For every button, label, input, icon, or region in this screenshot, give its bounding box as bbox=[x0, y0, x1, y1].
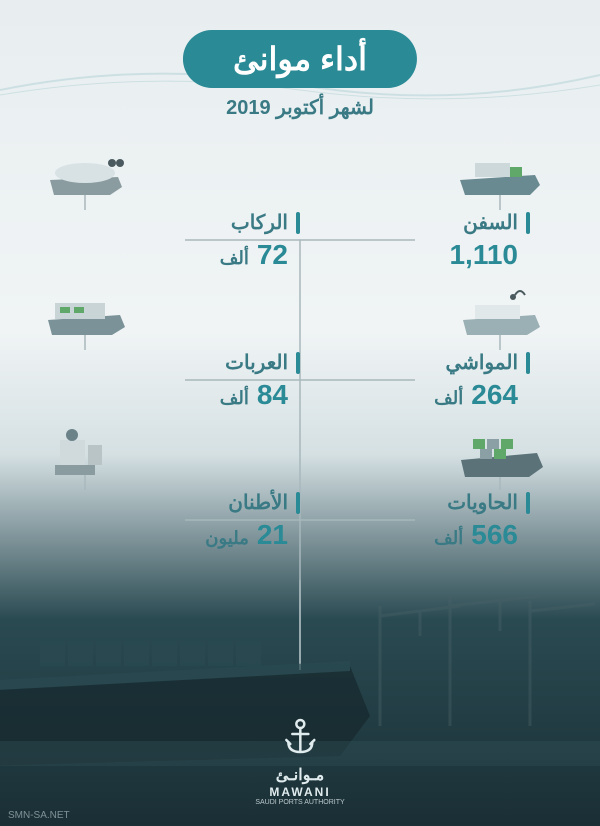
livestock-ship-icon bbox=[455, 285, 545, 340]
ferry-icon bbox=[40, 145, 130, 200]
watermark: SMN-SA.NET bbox=[8, 810, 70, 821]
cargo-ship-icon bbox=[455, 145, 545, 200]
stat-livestock: المواشي 264 ألف bbox=[300, 350, 530, 411]
stat-unit: ألف bbox=[434, 388, 463, 409]
accent-bar bbox=[526, 352, 530, 374]
mawani-logo: مـوانـئ MAWANI SAUDI PORTS AUTHORITY bbox=[255, 716, 344, 806]
stat-label: السفن bbox=[463, 210, 518, 235]
stat-tons: الأطنان 21 مليون bbox=[70, 490, 300, 551]
stat-number: 84 bbox=[257, 379, 288, 411]
page-subtitle: لشهر أكتوبر 2019 bbox=[226, 95, 374, 120]
stat-unit: ألف bbox=[220, 248, 249, 269]
stat-passengers: الركاب 72 ألف bbox=[70, 210, 300, 271]
stat-unit: ألف bbox=[220, 388, 249, 409]
weight-scale-icon bbox=[40, 425, 110, 480]
stat-number: 72 bbox=[257, 239, 288, 271]
stat-vehicles: العربات 84 ألف bbox=[70, 350, 300, 411]
page-title: أداء موانئ bbox=[233, 41, 367, 77]
accent-bar bbox=[296, 492, 300, 514]
accent-bar bbox=[296, 212, 300, 234]
stat-containers: الحاويات 566 ألف bbox=[300, 490, 530, 551]
logo-subtitle: SAUDI PORTS AUTHORITY bbox=[255, 799, 344, 806]
stat-number: 566 bbox=[471, 519, 518, 551]
page-title-pill: أداء موانئ bbox=[183, 30, 417, 88]
stat-label: الأطنان bbox=[228, 490, 288, 515]
stat-number: 21 bbox=[257, 519, 288, 551]
accent-bar bbox=[526, 492, 530, 514]
container-ship-icon bbox=[455, 425, 545, 480]
stat-label: المواشي bbox=[445, 350, 518, 375]
stat-label: الحاويات bbox=[447, 490, 518, 515]
stat-number: 1,110 bbox=[449, 239, 518, 271]
vehicle-carrier-icon bbox=[40, 285, 130, 340]
logo-name-en: MAWANI bbox=[255, 785, 344, 799]
stat-number: 264 bbox=[471, 379, 518, 411]
stat-label: العربات bbox=[225, 350, 288, 375]
accent-bar bbox=[526, 212, 530, 234]
stat-unit: مليون bbox=[205, 528, 249, 549]
accent-bar bbox=[296, 352, 300, 374]
stat-label: الركاب bbox=[231, 210, 288, 235]
stat-ships: السفن 1,110 bbox=[300, 210, 530, 271]
anchor-icon bbox=[280, 716, 320, 756]
stat-unit: ألف bbox=[434, 528, 463, 549]
logo-name-ar: مـوانـئ bbox=[255, 765, 344, 785]
